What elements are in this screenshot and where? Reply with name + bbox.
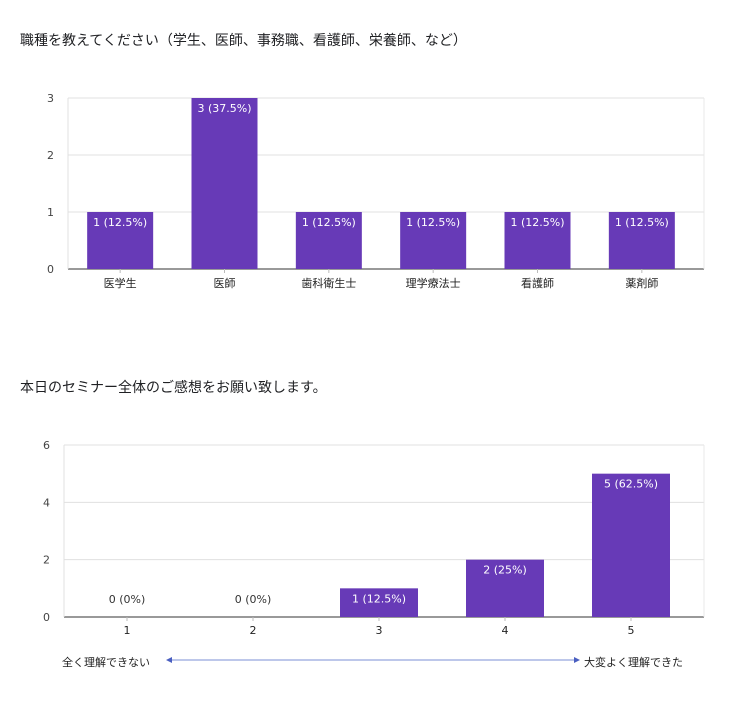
x-category-label: 4 xyxy=(502,624,509,637)
y-tick-label: 1 xyxy=(47,206,54,219)
bar-5 xyxy=(504,212,571,269)
bar-1 xyxy=(87,212,154,269)
data-label: 3 (37.5%) xyxy=(197,102,251,115)
x-category-label: 医師 xyxy=(214,277,236,290)
scale-arrow-left-icon xyxy=(166,657,172,663)
data-label: 1 (12.5%) xyxy=(615,216,669,229)
bar-6 xyxy=(608,212,675,269)
data-label: 5 (62.5%) xyxy=(604,478,658,491)
x-category-label: 薬剤師 xyxy=(625,276,658,290)
data-label: 2 (25%) xyxy=(483,564,527,577)
data-label: 0 (0%) xyxy=(109,593,146,606)
y-tick-label: 4 xyxy=(43,496,50,509)
x-category-label: 医学生 xyxy=(104,276,137,290)
data-label: 1 (12.5%) xyxy=(302,216,356,229)
data-label: 1 (12.5%) xyxy=(93,216,147,229)
x-category-label: 理学療法士 xyxy=(406,276,461,290)
scale-low-label: 全く理解できない xyxy=(62,656,150,669)
data-label: 0 (0%) xyxy=(235,593,272,606)
data-label: 1 (12.5%) xyxy=(406,216,460,229)
bar-3 xyxy=(340,588,418,617)
data-label: 1 (12.5%) xyxy=(352,592,406,605)
x-category-label: 看護師 xyxy=(521,276,554,290)
bar-3 xyxy=(295,212,362,269)
chart1-occupation: 0 1 2 3 1 (12.5%) 医学生 3 (37.5%) 医師 1 (12.5%) 歯科衛生… xyxy=(47,92,705,290)
y-tick-label: 2 xyxy=(47,149,54,162)
y-tick-label: 2 xyxy=(43,554,50,567)
y-tick-label: 0 xyxy=(43,611,50,624)
x-category-label: 2 xyxy=(250,624,257,637)
y-tick-label: 3 xyxy=(47,92,54,105)
x-category-label: 1 xyxy=(124,624,131,637)
bar-2 xyxy=(191,98,258,269)
chart1-title: 職種を教えてください（学生、医師、事務職、看護師、栄養師、など） xyxy=(20,33,467,49)
scale-high-label: 大変よく理解できた xyxy=(584,656,683,669)
x-category-label: 歯科衛生士 xyxy=(301,276,356,290)
x-category-label: 5 xyxy=(628,624,635,637)
x-category-label: 3 xyxy=(376,624,383,637)
bar-5 xyxy=(592,473,670,617)
data-label: 1 (12.5%) xyxy=(510,216,564,229)
bar-4 xyxy=(466,559,544,617)
chart2-title: 本日のセミナー全体のご感想をお願い致します。 xyxy=(20,380,327,396)
y-tick-label: 0 xyxy=(47,263,54,276)
scale-arrow-right-icon xyxy=(574,657,580,663)
bar-4 xyxy=(400,212,467,269)
y-tick-label: 6 xyxy=(43,439,50,452)
